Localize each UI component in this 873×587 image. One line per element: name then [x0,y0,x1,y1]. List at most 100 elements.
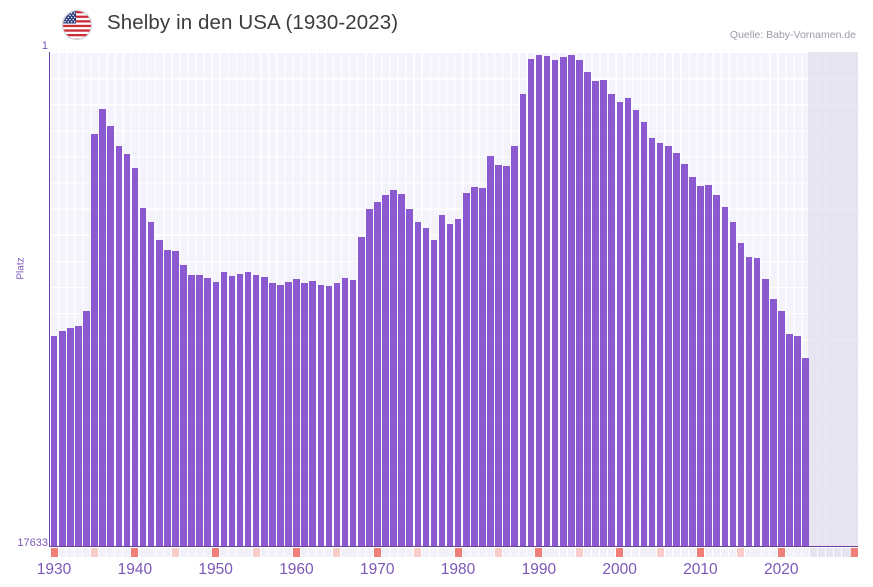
x-axis-tick-mark [252,548,260,557]
x-axis-tick-mark [309,548,317,557]
source-note: Quelle: Baby-Vornamen.de [729,29,856,41]
x-axis-tick-mark [818,548,826,557]
x-axis-tick-mark [551,548,559,557]
bar [317,285,325,546]
x-axis-tick-mark [826,548,834,557]
x-axis-tick-mark [511,548,519,557]
x-axis-tick-mark [317,548,325,557]
bar [301,283,308,546]
bar [260,277,268,546]
x-axis-tick-mark [397,548,406,557]
bar [277,285,284,546]
x-axis-tick-mark [155,548,163,557]
x-axis-tick-label: 2000 [602,561,637,578]
x-axis-tick-mark [406,548,414,557]
bar [212,282,220,546]
page-title: Shelby in den USA (1930-2023) [107,11,399,34]
x-axis-tick-mark [123,548,131,557]
x-axis-tick-mark [333,548,341,557]
bar [285,282,292,546]
bar [778,311,785,546]
x-axis-tick-mark [187,548,196,557]
bar [188,275,195,546]
x-axis-tick-mark [519,548,527,557]
bar [770,299,777,546]
x-axis-tick-mark [648,548,656,557]
x-axis-tick-mark [389,548,398,557]
bar [333,283,341,546]
x-axis-tick-mark [260,548,268,557]
no-data-band [808,52,858,546]
x-axis-tick-mark [454,548,462,557]
bar [228,276,236,546]
bar [471,187,478,546]
bar [414,222,422,546]
x-axis-tick-mark [179,548,187,557]
x-axis-tick-mark [494,548,503,557]
bar [269,283,276,546]
x-axis-tick-mark [212,548,220,557]
x-axis-tick-mark [341,548,349,557]
x-axis-tick-label: 1960 [279,561,314,578]
x-axis-tick-mark [204,548,212,557]
x-axis-tick-mark [131,548,139,557]
y-axis-tick-bottom: 17633 [17,537,48,549]
x-axis-tick-mark [357,548,365,557]
x-axis-tick-label: 1990 [521,561,557,578]
x-axis-tick-mark [704,548,713,557]
bar [713,195,721,546]
bar [802,358,809,546]
bar [107,126,115,546]
bar [75,326,82,546]
x-axis-tick-mark [66,548,74,557]
bar [462,193,470,546]
x-axis-tick-mark [244,548,252,557]
bar [406,209,413,546]
bar [438,215,446,546]
x-axis-tick-label: 2010 [683,561,718,578]
x-axis-tick-mark [74,548,82,557]
bar [398,194,405,546]
x-axis-tick-mark [462,548,470,557]
x-axis-tick-mark [834,548,842,557]
bar [551,60,559,546]
x-axis-tick-mark [785,548,793,557]
x-axis-tick-mark [624,548,632,557]
x-axis-tick-label: 1940 [117,561,153,578]
x-axis-tick-label: 1930 [36,561,72,578]
bar [357,237,365,546]
bar [349,280,357,546]
x-axis-tick-mark [115,548,123,557]
bar [664,146,672,546]
bar [430,240,438,546]
bar [252,275,260,546]
bar [761,279,769,546]
x-axis-tick-mark [664,548,672,557]
x-axis-tick-mark [810,548,818,557]
bar [519,94,527,546]
x-axis-tick-mark [163,548,171,557]
x-axis-tick-mark [365,548,373,557]
y-axis-title: Platz [15,257,27,280]
x-axis-tick-mark [535,548,543,557]
bar [325,286,333,546]
bar [632,110,640,546]
bar [341,278,349,546]
x-axis-tick-mark [842,548,850,557]
x-axis-tick-mark [575,548,583,557]
x-axis-tick-mark [761,548,769,557]
bar [656,143,664,546]
x-axis-tick-mark [640,548,648,557]
x-axis-tick-mark [632,548,640,557]
bar [58,331,66,546]
x-axis-tick-label: 1980 [440,561,476,578]
x-axis: 1930 1940 1950 1960 1970 1980 1990 2000 2010 2020 [37,548,858,587]
x-axis-tick-mark [680,548,688,557]
bar [454,219,462,546]
bar [115,146,123,546]
bar [155,240,163,546]
bar [147,222,155,546]
bar [753,258,761,546]
x-axis-tick-mark [753,548,761,557]
x-axis-tick-mark [729,548,737,557]
